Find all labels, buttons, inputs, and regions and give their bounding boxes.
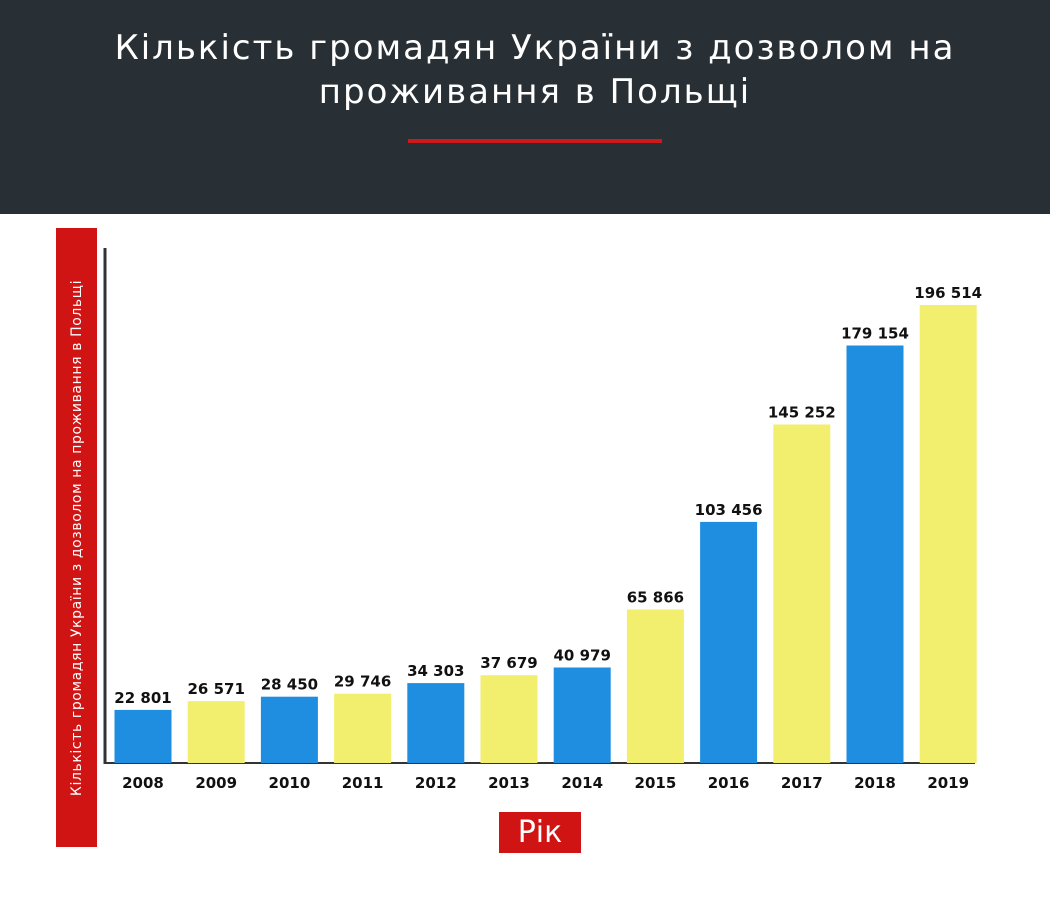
x-axis-label: Рік xyxy=(499,812,581,853)
header-banner: Кількість громадян України з дозволом на… xyxy=(0,0,1050,214)
x-tick-label: 2011 xyxy=(342,774,384,792)
bar-value-label: 26 571 xyxy=(187,680,244,698)
title-underline xyxy=(408,139,662,143)
x-tick-label: 2012 xyxy=(415,774,457,792)
bars-group: 22 801 2008 26 571 2009 28 450 2010 29 746 2011… xyxy=(114,284,982,792)
bar-2019 xyxy=(919,305,977,763)
bar-2014 xyxy=(553,667,611,763)
bar-2013 xyxy=(480,675,538,763)
x-tick-label: 2010 xyxy=(269,774,311,792)
bar-value-label: 34 303 xyxy=(407,662,464,680)
bar-2016 xyxy=(700,521,758,763)
bar-2010 xyxy=(260,696,318,763)
x-tick-label: 2018 xyxy=(854,774,896,792)
chart-title: Кількість громадян України з дозволом на… xyxy=(114,28,956,112)
x-tick-label: 2013 xyxy=(488,774,530,792)
x-tick-label: 2017 xyxy=(781,774,823,792)
x-tick-label: 2015 xyxy=(635,774,677,792)
bar-value-label: 40 979 xyxy=(553,647,610,665)
bar-value-label: 65 866 xyxy=(627,589,684,607)
bar-value-label: 179 154 xyxy=(841,325,909,343)
bar-value-label: 196 514 xyxy=(914,284,982,302)
x-tick-label: 2008 xyxy=(122,774,164,792)
bar-2015 xyxy=(626,609,684,763)
bar-2009 xyxy=(187,701,245,763)
x-tick-label: 2009 xyxy=(195,774,237,792)
bar-value-label: 29 746 xyxy=(334,673,391,691)
bar-value-label: 145 252 xyxy=(768,404,836,422)
bar-2011 xyxy=(334,693,392,763)
bar-2012 xyxy=(407,683,465,763)
bar-2018 xyxy=(846,345,904,763)
bar-2017 xyxy=(773,424,831,763)
y-axis-label-box: Кількість громадян України з дозволом на… xyxy=(56,228,97,847)
bar-2008 xyxy=(114,709,172,763)
x-tick-label: 2014 xyxy=(561,774,603,792)
bar-value-label: 103 456 xyxy=(695,501,763,519)
bar-value-label: 22 801 xyxy=(114,689,171,707)
x-tick-label: 2016 xyxy=(708,774,750,792)
x-tick-label: 2019 xyxy=(927,774,969,792)
bar-value-label: 28 450 xyxy=(261,676,318,694)
bar-value-label: 37 679 xyxy=(480,654,537,672)
